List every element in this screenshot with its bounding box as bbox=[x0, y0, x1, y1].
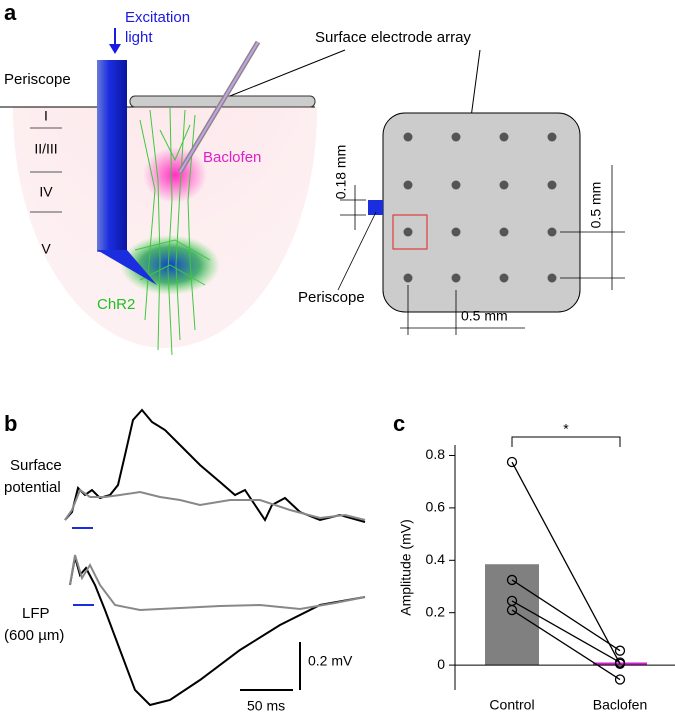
chart: Amplitude (mV) 0 0.2 0.4 0.6 0.8 Control Baclof… bbox=[398, 421, 675, 713]
pair-line bbox=[511, 609, 621, 681]
y-tick-label: 0.2 bbox=[426, 603, 446, 619]
x-tick-label: Control bbox=[489, 697, 534, 713]
pair-line bbox=[511, 461, 621, 665]
data-point bbox=[506, 456, 518, 468]
scale-label: 0.2 mV bbox=[308, 653, 353, 669]
scale-label: 50 ms bbox=[247, 698, 285, 714]
y-tick-label: 0.6 bbox=[426, 499, 446, 515]
panel-label: c bbox=[393, 411, 405, 436]
traces bbox=[64, 408, 366, 707]
y-axis-label: Amplitude (mV) bbox=[398, 519, 414, 615]
significance-bracket bbox=[511, 436, 621, 447]
label: Baclofen bbox=[203, 149, 261, 166]
y-tick-label: 0.8 bbox=[426, 446, 446, 462]
label: ChR2 bbox=[97, 296, 135, 313]
brain-diagram bbox=[0, 28, 481, 356]
data-point bbox=[614, 674, 626, 685]
data-point bbox=[614, 657, 626, 668]
label: Periscope bbox=[4, 71, 71, 88]
layer: I bbox=[44, 108, 48, 124]
data-point bbox=[506, 574, 518, 586]
label: 0.18 mm bbox=[333, 145, 349, 199]
data-point bbox=[506, 604, 518, 616]
label: Excitation bbox=[125, 9, 190, 26]
label: Surface electrode array bbox=[315, 29, 471, 46]
layer: IV bbox=[39, 184, 53, 200]
panel-label: a bbox=[4, 0, 17, 25]
significance: * bbox=[563, 421, 569, 437]
label: Periscope bbox=[298, 289, 365, 306]
label: (600 µm) bbox=[4, 627, 64, 644]
pair-line bbox=[511, 600, 621, 664]
layer: II/III bbox=[34, 141, 57, 157]
label: light bbox=[125, 29, 153, 46]
x-tick-label: Baclofen bbox=[593, 697, 647, 713]
label: LFP bbox=[22, 605, 50, 622]
y-tick-label: 0 bbox=[437, 656, 445, 672]
label: 0.5 mm bbox=[588, 182, 604, 229]
electrode-array bbox=[337, 112, 625, 335]
data-point bbox=[614, 645, 626, 656]
layer: V bbox=[41, 241, 51, 257]
label: 0.5 mm bbox=[461, 308, 508, 324]
y-tick-label: 0.4 bbox=[426, 551, 446, 567]
label: Surface bbox=[10, 457, 62, 474]
panel-label: b bbox=[4, 411, 17, 436]
pair-line bbox=[511, 579, 621, 652]
label: potential bbox=[4, 479, 61, 496]
